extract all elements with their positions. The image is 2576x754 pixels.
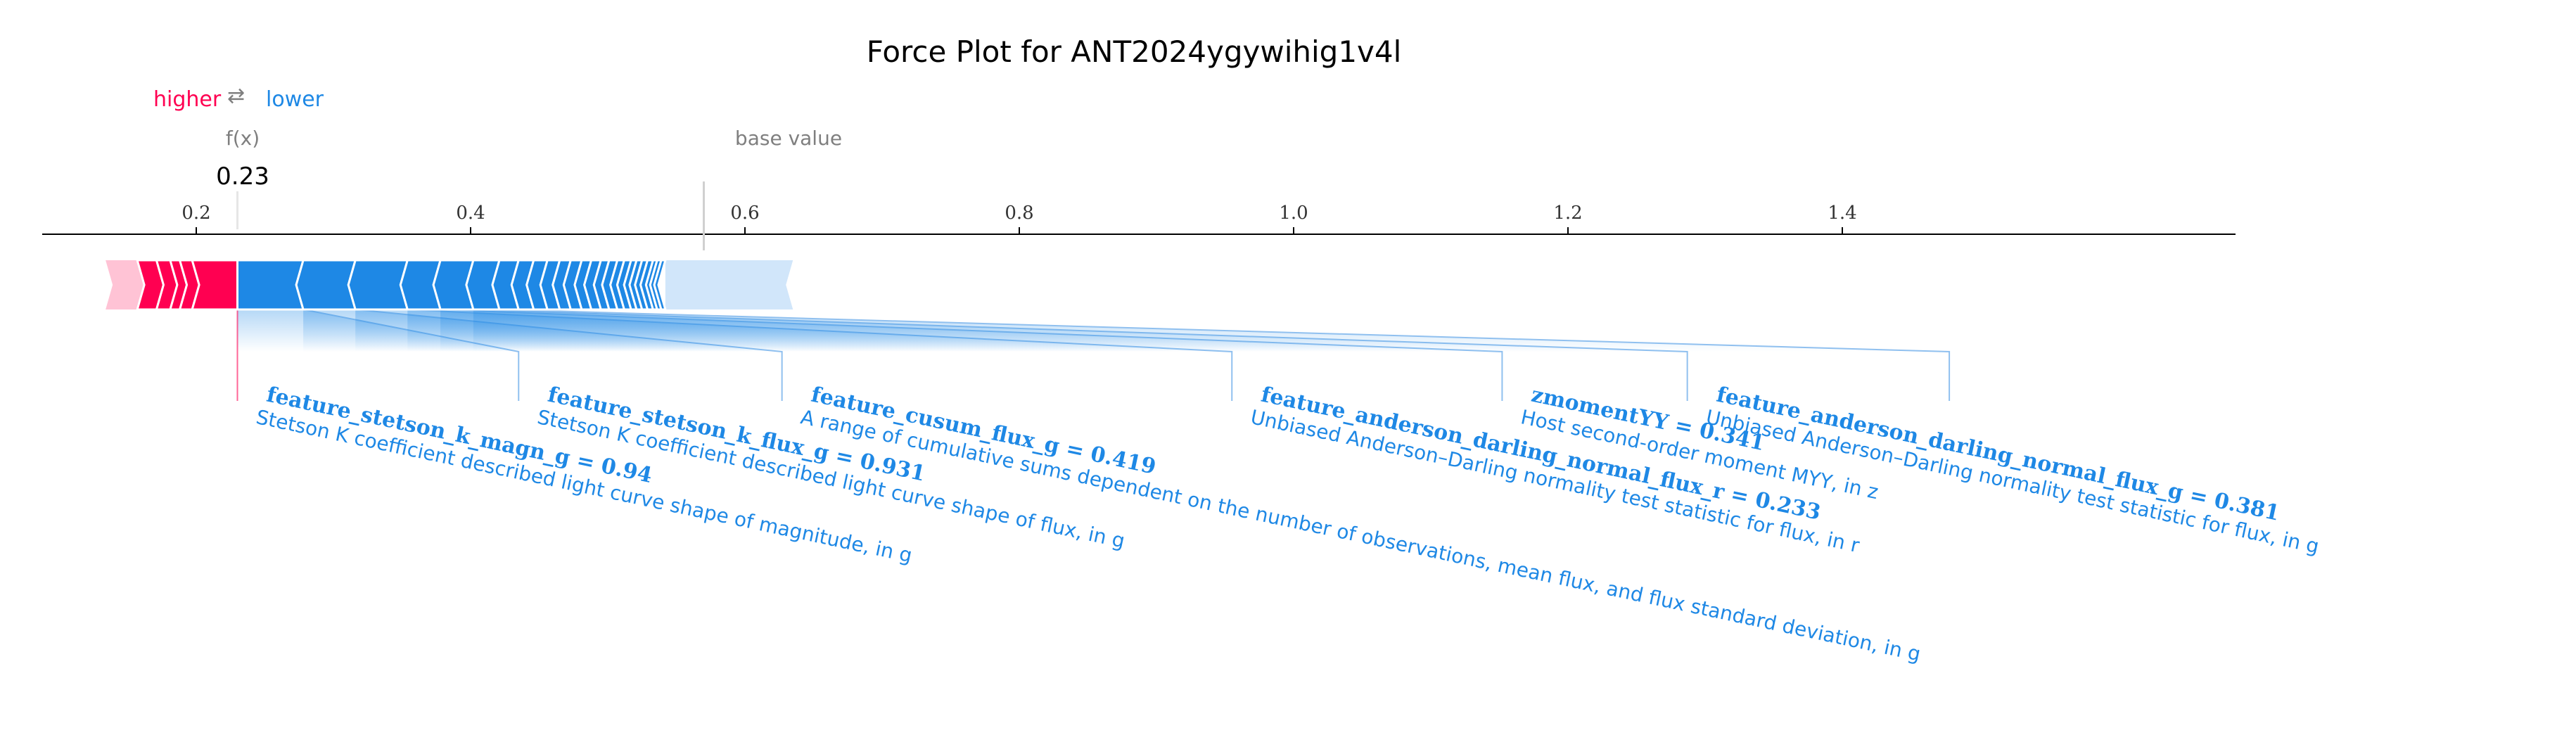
- negative-segment: [236, 259, 305, 311]
- fx-label: f(x): [226, 127, 260, 150]
- x-tick-label: 0.6: [730, 203, 759, 224]
- x-tick-label: 0.2: [181, 203, 210, 224]
- negative-tail: [665, 260, 793, 309]
- x-tick-label: 1.4: [1828, 203, 1856, 224]
- chart-title: Force Plot for ANT2024ygywihig1v4l: [867, 34, 1402, 69]
- legend-higher: higher: [153, 87, 222, 112]
- negative-segment: [653, 259, 667, 311]
- x-tick-label: 0.4: [456, 203, 485, 224]
- x-axis: 0.2 0.4 0.6 0.8 1.0 1.2 1.4: [42, 181, 2236, 250]
- legend: higher ⇄ lower: [153, 84, 324, 112]
- base-value-label: base value: [735, 127, 842, 150]
- x-tick-label: 1.2: [1553, 203, 1582, 224]
- legend-arrows-icon: ⇄: [227, 84, 245, 108]
- feature-connectors: [236, 309, 1951, 401]
- fx-value: 0.23: [216, 162, 269, 191]
- x-tick-label: 1.0: [1279, 203, 1308, 224]
- x-tick-label: 0.8: [1005, 203, 1033, 224]
- force-bars: [106, 259, 793, 311]
- feature-connector-line: [499, 309, 1951, 401]
- negative-segment: [347, 259, 409, 311]
- legend-lower: lower: [266, 87, 324, 112]
- positive-segment: [191, 259, 238, 311]
- positive-tail: [106, 260, 145, 309]
- negative-segment: [295, 259, 357, 311]
